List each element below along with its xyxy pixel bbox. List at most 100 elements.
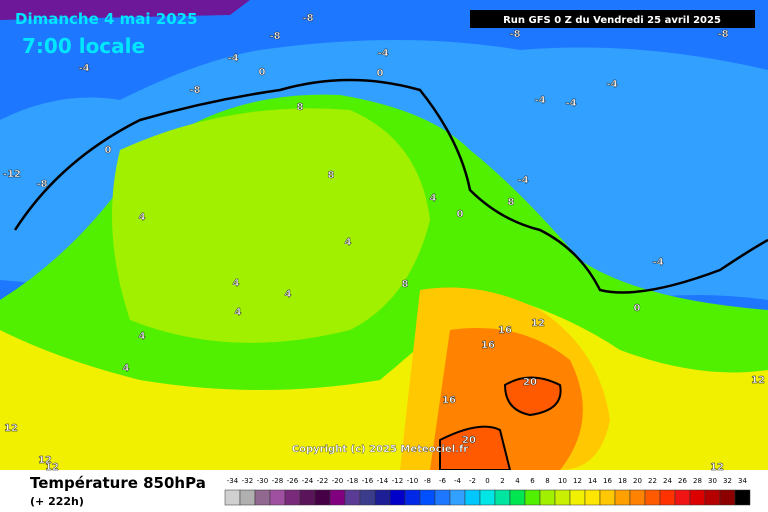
- legend-tick: -30: [257, 477, 268, 485]
- footer-title: Température 850hPa: [30, 474, 206, 492]
- legend-swatch: [389, 489, 406, 506]
- contour-label: 4: [285, 289, 292, 300]
- legend-tick: -28: [272, 477, 283, 485]
- contour-label: 0: [457, 209, 464, 220]
- contour-label: -4: [652, 257, 663, 268]
- legend-swatch: [524, 489, 541, 506]
- legend-swatch: [479, 489, 496, 506]
- zone-cold: [0, 0, 250, 20]
- contour-label: -8: [189, 85, 200, 96]
- contour-label: -8: [717, 29, 728, 40]
- contour-label: 12: [4, 423, 18, 434]
- legend-swatch: [659, 489, 676, 506]
- legend-tick: 30: [708, 477, 717, 485]
- legend-tick: 32: [723, 477, 732, 485]
- contour-label: -4: [565, 98, 576, 109]
- contour-label: 0: [259, 67, 266, 78]
- legend-tick: 14: [588, 477, 597, 485]
- legend-tick: -34: [227, 477, 239, 485]
- legend-swatch: [644, 489, 661, 506]
- contour-label: 12: [710, 462, 724, 473]
- legend-tick: -20: [332, 477, 343, 485]
- legend-tick: -16: [362, 477, 374, 485]
- contour-label: 4: [345, 237, 352, 248]
- legend-swatch: [239, 489, 256, 506]
- run-text: Run GFS 0 Z du Vendredi 25 avril 2025: [503, 15, 721, 26]
- contour-label: 16: [481, 340, 495, 351]
- legend-tick: 16: [603, 477, 612, 485]
- legend-tick: 12: [573, 477, 582, 485]
- contour-label: 0: [377, 68, 384, 79]
- time-text: 7:00 locale: [22, 34, 145, 58]
- contour-label: 20: [523, 377, 537, 388]
- contour-label: 8: [328, 170, 335, 181]
- contour-label: -4: [534, 95, 545, 106]
- contour-label: 4: [430, 193, 437, 204]
- copyright: Copyright (c) 2025 Meteociel.fr: [292, 444, 469, 455]
- legend-swatch: [434, 489, 451, 506]
- legend-tick: -18: [347, 477, 358, 485]
- legend-swatch: [719, 489, 736, 506]
- legend-swatch: [599, 489, 616, 506]
- legend-swatch: [494, 489, 511, 506]
- legend-swatch: [704, 489, 721, 506]
- legend-swatch: [689, 489, 706, 506]
- legend-swatch: [584, 489, 601, 506]
- legend-tick: -10: [407, 477, 418, 485]
- contour-label: -8: [509, 29, 520, 40]
- contour-label: 4: [139, 331, 146, 342]
- legend-tick: -32: [242, 477, 253, 485]
- legend-tick: -24: [302, 477, 314, 485]
- contour-label: -4: [78, 63, 89, 74]
- contour-label: 4: [139, 212, 146, 223]
- contour-label: -8: [269, 31, 280, 42]
- legend-tick: 26: [678, 477, 687, 485]
- legend-tick: 10: [558, 477, 567, 485]
- zone-20: [439, 376, 562, 471]
- contour-label: 12: [751, 375, 765, 386]
- contour-label: 4: [123, 363, 130, 374]
- contour-label: 8: [508, 197, 515, 208]
- legend-swatch: [224, 489, 241, 506]
- legend-tick: -14: [377, 477, 389, 485]
- legend-swatch: [419, 489, 436, 506]
- contour-label: 12: [38, 455, 52, 466]
- legend-swatch: [629, 489, 646, 506]
- legend-tick: 0: [485, 477, 489, 485]
- legend-swatch: [614, 489, 631, 506]
- legend-swatch: [359, 489, 376, 506]
- legend-tick: -8: [424, 477, 431, 485]
- legend-swatch: [464, 489, 481, 506]
- legend-swatch: [449, 489, 466, 506]
- legend-swatch: [554, 489, 571, 506]
- date-text: Dimanche 4 mai 2025: [15, 10, 198, 28]
- legend-swatch: [254, 489, 271, 506]
- footer-step: (+ 222h): [30, 495, 84, 508]
- legend-swatch: [374, 489, 391, 506]
- contour-label: -4: [227, 53, 238, 64]
- legend-swatch: [674, 489, 691, 506]
- legend-tick: 18: [618, 477, 627, 485]
- legend-swatch: [329, 489, 346, 506]
- contour-label: 4: [235, 307, 242, 318]
- contour-label: 20: [462, 435, 476, 446]
- legend-tick: 20: [633, 477, 642, 485]
- legend-swatch: [509, 489, 526, 506]
- run-box: [470, 10, 755, 28]
- contour-label: 16: [442, 395, 456, 406]
- legend-swatch: [569, 489, 586, 506]
- legend-swatch: [299, 489, 316, 506]
- legend-swatch: [269, 489, 286, 506]
- legend-tick: -4: [454, 477, 462, 485]
- legend-tick: 6: [530, 477, 535, 485]
- legend-tick: 24: [663, 477, 672, 485]
- contour-label: 8: [402, 279, 409, 290]
- legend-swatch: [404, 489, 421, 506]
- contour-label: -12: [3, 169, 21, 180]
- contour-label: 16: [498, 325, 512, 336]
- contour-label: -4: [606, 79, 617, 90]
- contour-label: -8: [36, 179, 47, 190]
- legend-tick: -6: [439, 477, 447, 485]
- contour-label: -8: [302, 13, 313, 24]
